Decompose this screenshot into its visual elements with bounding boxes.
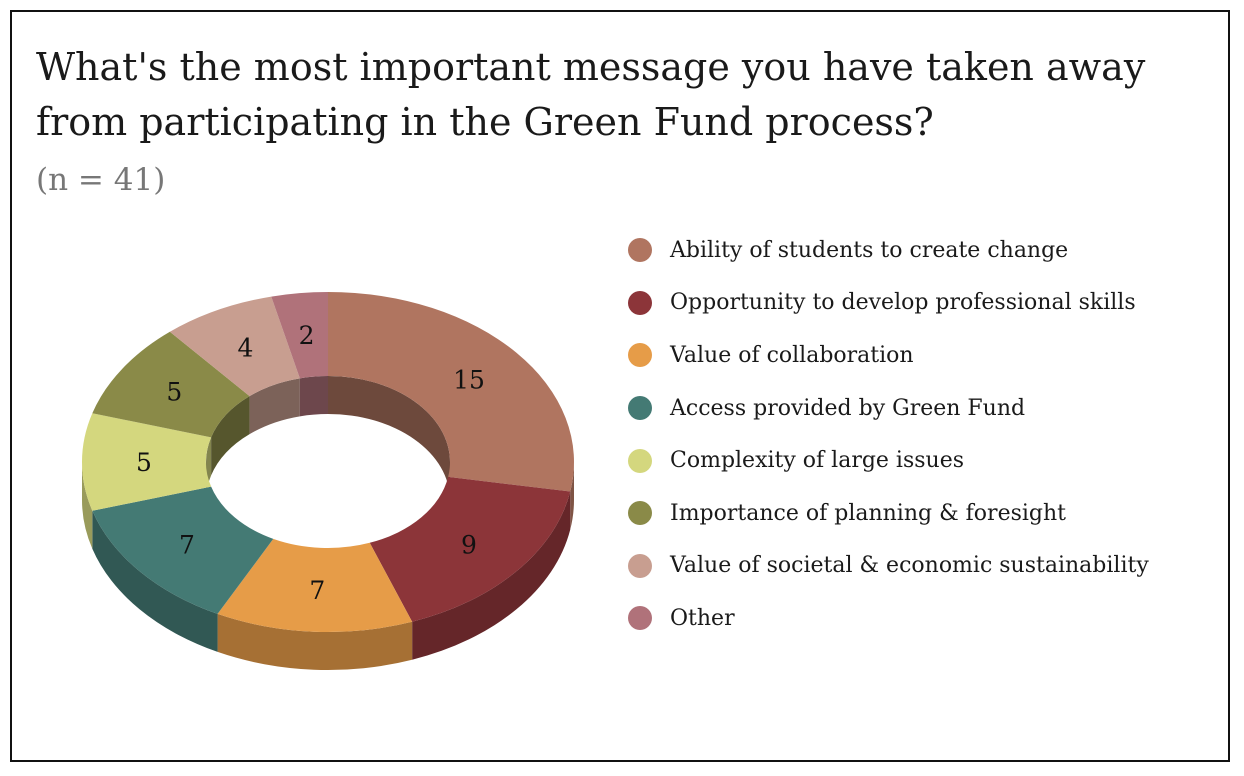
donut-slice	[328, 292, 574, 492]
legend-swatch	[628, 448, 652, 473]
legend-label: Access provided by Green Fund	[670, 395, 1026, 421]
legend-item: Other	[628, 592, 1149, 645]
legend-swatch	[628, 290, 652, 315]
legend-label: Complexity of large issues	[670, 448, 965, 474]
donut-slice	[217, 538, 413, 633]
legend-swatch	[628, 606, 652, 631]
legend-item: Access provided by Green Fund	[628, 382, 1149, 435]
outer-wall	[217, 613, 413, 671]
inner-wall	[249, 378, 300, 435]
legend-item: Value of collaboration	[628, 329, 1149, 382]
outer-wall	[570, 462, 574, 530]
legend-label: Opportunity to develop professional skil…	[670, 290, 1136, 316]
data-label: 2	[299, 321, 315, 350]
donut-slice	[92, 331, 250, 438]
chart-title: What's the most important message you ha…	[36, 45, 1146, 144]
legend-swatch	[628, 396, 652, 421]
data-label: 4	[237, 334, 253, 363]
legend-item: Importance of planning & foresight	[628, 487, 1149, 540]
data-label: 5	[166, 378, 182, 407]
legend-swatch	[628, 238, 652, 263]
outer-wall	[82, 462, 93, 549]
inner-wall	[211, 396, 250, 476]
legend-label: Ability of students to create change	[670, 237, 1069, 263]
legend-label: Importance of planning & foresight	[670, 500, 1067, 526]
inner-wall	[299, 376, 328, 417]
outer-wall	[412, 491, 571, 660]
donut-slice	[81, 413, 212, 511]
legend-swatch	[628, 553, 652, 578]
legend-label: Value of societal & economic sustainabil…	[670, 553, 1149, 579]
donut-slice	[92, 486, 274, 614]
legend-item: Opportunity to develop professional skil…	[628, 277, 1149, 330]
data-label: 5	[136, 448, 152, 477]
chart-subtitle: (n = 41)	[36, 162, 166, 198]
legend-label: Other	[670, 605, 735, 631]
donut-slices	[81, 292, 574, 633]
donut-slice	[369, 476, 571, 622]
data-label: 15	[453, 366, 485, 395]
data-label: 9	[461, 530, 477, 559]
donut-slice	[271, 292, 328, 379]
legend-item: Complexity of large issues	[628, 434, 1149, 487]
inner-wall	[328, 376, 450, 500]
legend-item: Ability of students to create change	[628, 224, 1149, 277]
donut-slice	[169, 296, 300, 397]
donut-sides	[82, 376, 574, 671]
donut-data-labels: 15 9 7 7 5 5 4 2	[136, 321, 485, 605]
legend-label: Value of collaboration	[670, 342, 914, 368]
legend-item: Value of societal & economic sustainabil…	[628, 540, 1149, 593]
outer-wall	[92, 510, 218, 652]
data-label: 7	[179, 530, 195, 559]
legend-swatch	[628, 343, 652, 368]
data-label: 7	[309, 576, 325, 605]
legend-swatch	[628, 501, 652, 526]
chart-legend: Ability of students to create change Oppo…	[628, 224, 1149, 645]
